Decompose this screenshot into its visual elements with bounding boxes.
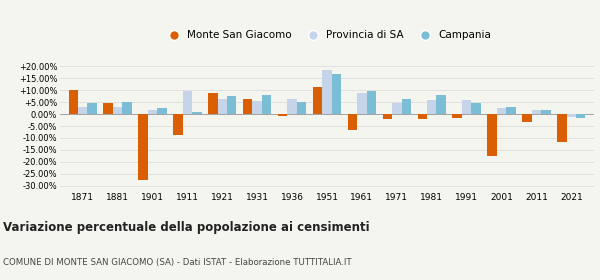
Bar (297, 102, 306, 114)
Bar (348, 114, 357, 130)
Bar (287, 99, 297, 114)
Bar (78, 107, 88, 114)
Bar (557, 114, 566, 141)
Bar (487, 114, 497, 156)
Bar (532, 111, 541, 114)
Bar (278, 114, 287, 116)
Bar (253, 101, 262, 114)
Legend: Monte San Giacomo, Provincia di SA, Campania: Monte San Giacomo, Provincia di SA, Camp… (161, 28, 493, 42)
Bar (383, 114, 392, 119)
Bar (452, 114, 462, 118)
Bar (566, 114, 576, 117)
Bar (367, 91, 376, 114)
Bar (208, 93, 218, 114)
Text: Variazione percentuale della popolazione ai censimenti: Variazione percentuale della popolazione… (3, 221, 370, 234)
Bar (322, 70, 332, 114)
Bar (506, 107, 515, 114)
Bar (427, 100, 436, 114)
Bar (218, 99, 227, 114)
Bar (157, 108, 167, 114)
Bar (243, 99, 253, 114)
Bar (522, 114, 532, 122)
Bar (436, 95, 446, 114)
Bar (392, 103, 401, 114)
Bar (227, 96, 236, 114)
Bar (182, 91, 192, 114)
Bar (497, 108, 506, 114)
Bar (576, 114, 586, 118)
Bar (103, 103, 113, 114)
Bar (332, 74, 341, 114)
Bar (357, 93, 367, 114)
Bar (192, 112, 202, 114)
Bar (68, 90, 78, 114)
Bar (313, 87, 322, 114)
Bar (472, 103, 481, 114)
Bar (401, 99, 411, 114)
Bar (139, 114, 148, 180)
Bar (148, 111, 157, 114)
Bar (113, 107, 122, 114)
Text: COMUNE DI MONTE SAN GIACOMO (SA) - Dati ISTAT - Elaborazione TUTTITALIA.IT: COMUNE DI MONTE SAN GIACOMO (SA) - Dati … (3, 258, 352, 267)
Bar (541, 111, 551, 114)
Bar (462, 100, 472, 114)
Bar (262, 95, 271, 114)
Bar (88, 103, 97, 114)
Bar (122, 102, 132, 114)
Bar (418, 114, 427, 119)
Bar (173, 114, 182, 135)
